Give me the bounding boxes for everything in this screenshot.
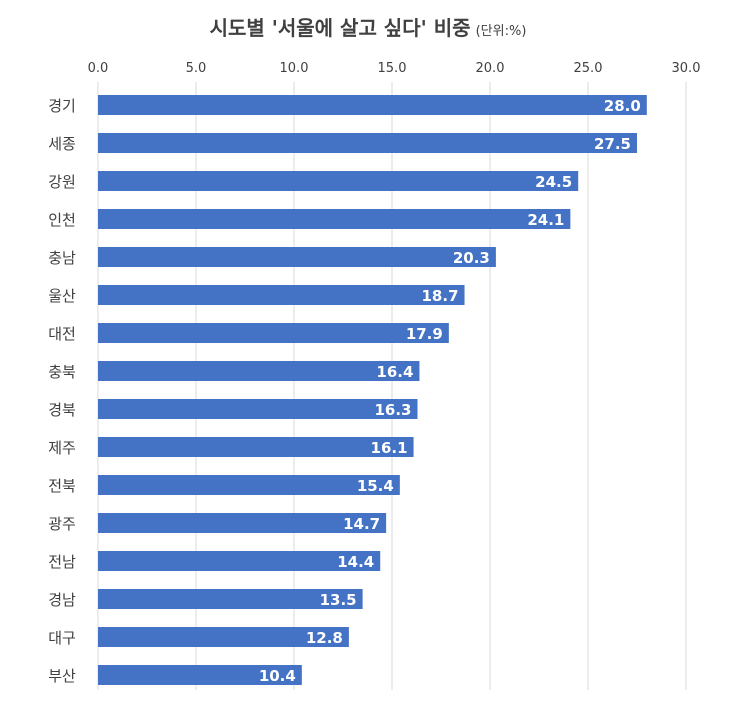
- category-label: 부산: [48, 667, 76, 685]
- bar: [98, 589, 363, 609]
- data-label: 27.5: [594, 135, 631, 153]
- x-tick-label: 0.0: [88, 61, 109, 76]
- data-label: 17.9: [406, 325, 443, 343]
- bar: [98, 475, 400, 495]
- data-label: 14.7: [343, 515, 380, 533]
- bar: [98, 171, 579, 191]
- x-tick-label: 25.0: [574, 61, 603, 76]
- bar: [98, 247, 496, 267]
- data-label: 10.4: [259, 667, 296, 685]
- bar: [98, 323, 449, 343]
- bar: [98, 399, 418, 419]
- x-tick-label: 30.0: [672, 61, 701, 76]
- bar: [98, 551, 381, 571]
- data-label: 28.0: [604, 97, 641, 115]
- chart-title-block: 시도별 '서울에 살고 싶다' 비중 (단위:%): [0, 12, 736, 41]
- data-label: 15.4: [357, 477, 394, 495]
- category-label: 충북: [48, 363, 76, 381]
- data-label: 16.4: [376, 363, 413, 381]
- category-label: 제주: [48, 439, 76, 457]
- data-label: 20.3: [453, 249, 490, 267]
- category-label: 경북: [48, 401, 76, 419]
- bar: [98, 627, 349, 647]
- category-label: 울산: [48, 287, 76, 305]
- category-label: 세종: [48, 135, 76, 153]
- data-label: 13.5: [320, 591, 357, 609]
- category-label: 경남: [48, 591, 76, 609]
- bar: [98, 513, 387, 533]
- bar: [98, 95, 647, 115]
- category-label: 인천: [48, 211, 76, 229]
- bar: [98, 437, 414, 457]
- x-tick-label: 20.0: [476, 61, 505, 76]
- bar: [98, 665, 302, 685]
- x-tick-label: 10.0: [280, 61, 309, 76]
- category-label: 대전: [48, 325, 76, 343]
- bar: [98, 133, 637, 153]
- category-label: 전남: [48, 553, 76, 571]
- chart-subtitle: (단위:%): [475, 24, 527, 39]
- category-label: 강원: [48, 173, 76, 191]
- data-label: 12.8: [306, 629, 343, 647]
- category-label: 대구: [48, 629, 76, 647]
- x-tick-label: 15.0: [378, 61, 407, 76]
- category-label: 경기: [48, 97, 76, 115]
- bar: [98, 285, 465, 305]
- category-label: 전북: [48, 477, 76, 495]
- category-label: 충남: [48, 249, 76, 267]
- bar: [98, 209, 571, 229]
- x-tick-label: 5.0: [186, 61, 207, 76]
- data-label: 16.3: [374, 401, 411, 419]
- data-label: 18.7: [422, 287, 459, 305]
- bar: [98, 361, 420, 381]
- data-label: 24.5: [535, 173, 572, 191]
- category-label: 광주: [48, 515, 76, 533]
- data-label: 14.4: [337, 553, 374, 571]
- data-label: 16.1: [371, 439, 408, 457]
- data-label: 24.1: [527, 211, 564, 229]
- chart-title: 시도별 '서울에 살고 싶다' 비중: [209, 16, 471, 40]
